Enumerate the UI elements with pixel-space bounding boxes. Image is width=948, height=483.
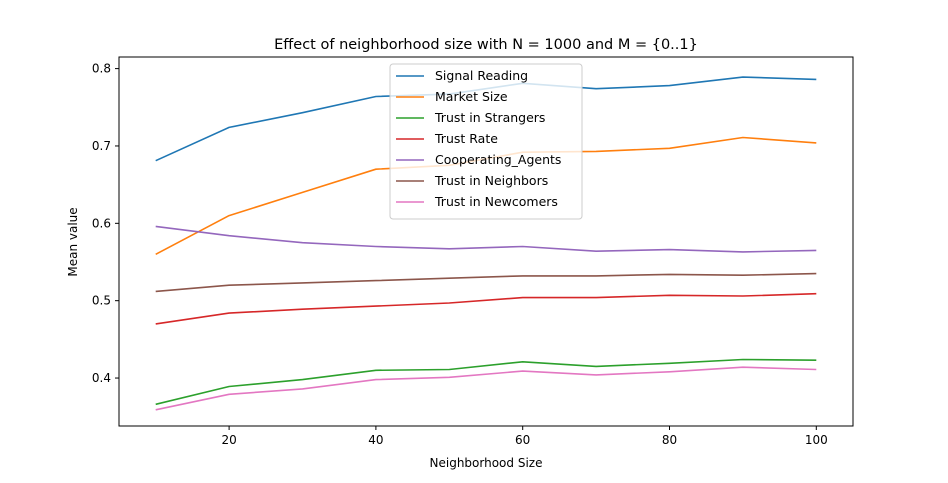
y-tick-label: 0.7 (92, 139, 111, 153)
x-tick-label: 40 (368, 433, 383, 447)
legend-label: Signal Reading (435, 68, 528, 83)
x-tick-label: 80 (662, 433, 677, 447)
x-tick-label: 20 (221, 433, 236, 447)
legend: Signal Reading Market Size Trust in Strang… (389, 63, 583, 220)
legend-label: Trust Rate (434, 131, 498, 146)
x-axis-label: Neighborhood Size (430, 456, 543, 470)
y-tick-label: 0.6 (92, 216, 111, 230)
y-tick-label: 0.8 (92, 62, 111, 76)
series-line-trust-in-neighbors (155, 272, 817, 293)
y-axis-label: Mean value (66, 207, 80, 276)
axis-ticks: 20 40 60 80 100 0.4 0.5 0.6 0.7 0.8 (92, 62, 828, 447)
series-line-cooperating-agents (155, 225, 817, 253)
legend-label: Trust in Neighbors (434, 173, 548, 188)
legend-label: Cooperating_Agents (435, 152, 561, 167)
chart-title: Effect of neighborhood size with N = 100… (274, 37, 698, 53)
legend-box (389, 63, 583, 220)
series-line-trust-in-newcomers (155, 366, 817, 411)
x-tick-label: 100 (805, 433, 828, 447)
y-tick-label: 0.5 (92, 294, 111, 308)
legend-label: Trust in Newcomers (434, 194, 558, 209)
legend-label: Trust in Strangers (434, 110, 545, 125)
series-line-trust-in-strangers (155, 358, 817, 406)
axes-frame (118, 56, 854, 427)
y-tick-label: 0.4 (92, 371, 111, 385)
legend-label: Market Size (435, 89, 508, 104)
series-line-trust-rate (155, 292, 817, 325)
x-tick-label: 60 (515, 433, 530, 447)
